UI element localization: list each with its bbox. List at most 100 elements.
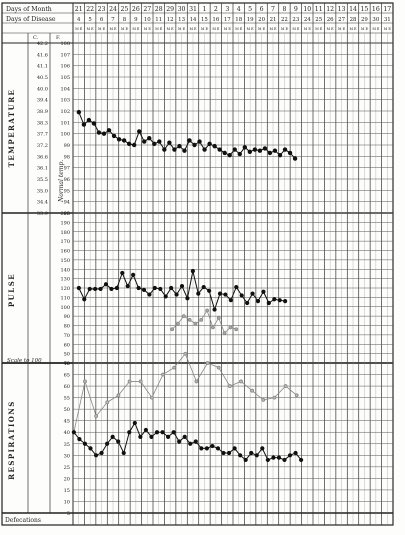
- am-pm-label: M E: [235, 27, 243, 31]
- am-pm-label: M E: [189, 27, 197, 31]
- pulse-tick: 130: [60, 277, 70, 283]
- respiration-tick: 10: [64, 499, 70, 505]
- pulse-tick: 90: [64, 314, 70, 320]
- respiration-point: [116, 439, 121, 444]
- day-of-month-cell: 3: [225, 6, 229, 13]
- pulse-point: [169, 285, 174, 291]
- chart-frame: [1, 2, 394, 526]
- pulse-point: [283, 299, 288, 304]
- day-of-disease-cell: 24: [304, 17, 311, 23]
- respiration-tick: 5: [67, 511, 70, 517]
- day-of-disease-cell: 11: [155, 17, 162, 23]
- respiration-point: [238, 453, 243, 458]
- fahrenheit-tick: 94: [64, 200, 70, 206]
- pulse-tick: 190: [60, 220, 70, 226]
- pulse-point: [87, 286, 92, 292]
- respiration-tick: 20: [64, 476, 70, 482]
- celsius-tick: 33.9: [37, 211, 48, 217]
- respiration-faint-point: [83, 379, 87, 384]
- temperature-point: [177, 143, 182, 149]
- day-of-disease-cell: 17: [224, 17, 231, 23]
- fahrenheit-tick: 96: [64, 177, 70, 183]
- am-pm-label: M E: [167, 27, 175, 31]
- fahrenheit-tick: 107: [60, 52, 70, 58]
- temperature-point: [157, 139, 162, 144]
- respiration-faint-point: [261, 398, 266, 402]
- temperature-point: [237, 151, 242, 157]
- pulse-tick: 160: [60, 249, 70, 255]
- am-pm-label: M E: [384, 27, 392, 31]
- pulse-tick: 60: [64, 342, 70, 348]
- respiration-point: [149, 434, 154, 439]
- day-of-month-cell: 23: [98, 6, 106, 13]
- pulse-point: [212, 307, 217, 312]
- respiration-tick: 40: [64, 430, 70, 436]
- pulse-point: [272, 297, 277, 302]
- day-of-disease-cell: 8: [123, 17, 127, 23]
- pulse-tick: 180: [60, 230, 70, 236]
- pulse-tick: 200: [60, 211, 70, 217]
- respiration-point: [77, 437, 82, 442]
- respiration-faint-point: [283, 384, 288, 388]
- respiration-point: [210, 443, 215, 449]
- respiration-point: [105, 441, 110, 446]
- day-of-disease-cell: 31: [384, 17, 391, 23]
- respiration-point: [226, 450, 232, 456]
- celsius-tick: 36.1: [37, 166, 48, 172]
- pulse-point: [141, 287, 147, 292]
- fahrenheit-tick: 97: [64, 166, 70, 172]
- fahrenheit-tick: 101: [60, 120, 70, 126]
- respiration-point: [99, 450, 104, 456]
- pulse-secondary-point: [222, 331, 227, 335]
- pulse-point: [131, 272, 136, 277]
- respiration-faint-point: [272, 395, 277, 400]
- respiration-point: [110, 434, 115, 439]
- day-of-disease-cell: 27: [338, 17, 345, 23]
- pulse-point: [82, 297, 87, 302]
- pulse-secondary-point: [234, 327, 239, 332]
- day-of-month-cell: 8: [282, 6, 286, 13]
- chart-grid: [1, 2, 394, 526]
- pulse-point: [245, 300, 250, 306]
- am-pm-label: M E: [144, 27, 152, 31]
- pulse-point: [228, 298, 233, 303]
- temperature-point: [267, 150, 273, 156]
- respiration-point: [93, 453, 99, 458]
- temperature-point: [282, 147, 288, 152]
- pulse-point: [190, 269, 195, 274]
- am-pm-label: M E: [304, 27, 312, 31]
- pulse-secondary-point: [211, 325, 215, 330]
- day-of-disease-cell: 22: [281, 17, 288, 23]
- pulse-point: [163, 294, 168, 299]
- pulse-point: [158, 286, 163, 292]
- temperature-point: [147, 135, 152, 141]
- day-of-month-cell: 6: [260, 6, 264, 13]
- normal-temp-note: Normal temp.: [58, 160, 65, 203]
- pulse-point: [234, 284, 239, 290]
- respiration-faint-point: [127, 379, 132, 384]
- celsius-tick: 34.4: [37, 200, 48, 206]
- respiration-faint-point: [250, 388, 255, 393]
- pulse-secondary-point: [193, 321, 198, 326]
- fahrenheit-tick: 98: [64, 154, 70, 160]
- temperature-point: [252, 147, 258, 152]
- pulse-point: [93, 286, 98, 292]
- temperature-point: [152, 141, 157, 147]
- respiration-tick: 60: [64, 384, 70, 390]
- pulse-secondary-point: [228, 325, 233, 330]
- am-pm-label: M E: [349, 27, 357, 31]
- pulse-point: [261, 289, 266, 294]
- pulse-tick: 110: [60, 295, 70, 301]
- pulse-point: [239, 293, 244, 298]
- respiration-faint-point: [94, 414, 99, 418]
- temperature-point: [136, 129, 142, 134]
- temperature-point: [192, 142, 197, 148]
- day-of-disease-cell: 30: [372, 17, 379, 23]
- day-of-month-cell: 7: [271, 6, 275, 13]
- day-of-disease-cell: 5: [88, 17, 92, 23]
- day-of-month-cell: 12: [326, 6, 334, 13]
- pulse-tick: 100: [60, 305, 70, 311]
- temperature-point: [101, 131, 107, 136]
- temperature-point: [212, 143, 217, 149]
- temperature-point: [121, 138, 127, 143]
